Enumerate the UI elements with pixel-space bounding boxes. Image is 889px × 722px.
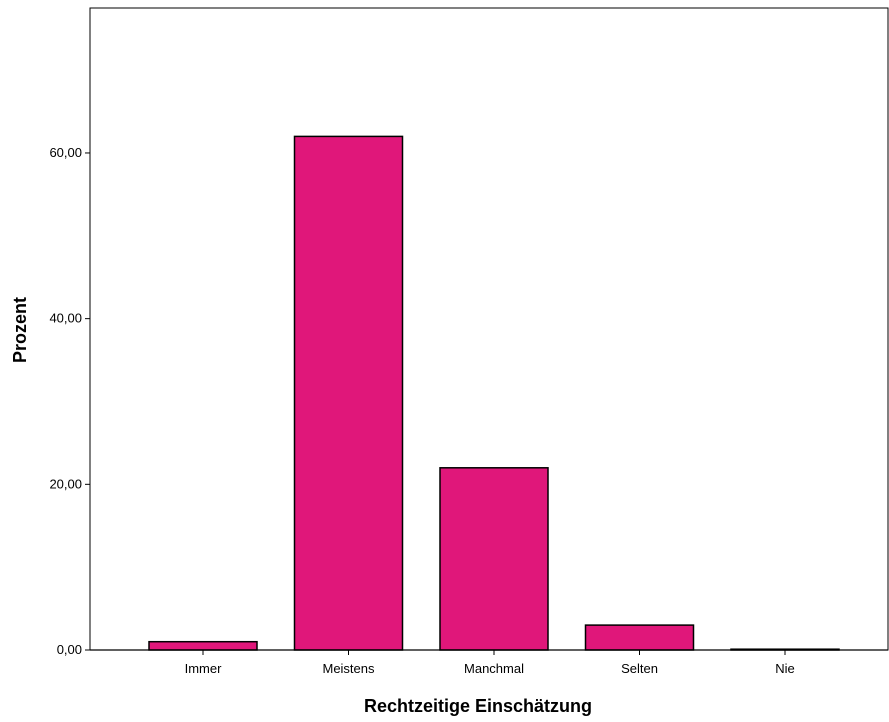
x-axis: Immer Meistens Manchmal Selten Nie [90,649,888,676]
x-tick-label: Immer [185,661,223,676]
y-axis: 0,00 20,00 40,00 60,00 [49,145,90,657]
y-axis-title: Prozent [10,297,30,363]
y-tick-label: 20,00 [49,476,82,491]
bar-immer [148,640,258,651]
bar-manchmal [439,467,549,651]
x-tick-label: Meistens [322,661,375,676]
bars-group [148,135,840,651]
x-tick-label: Manchmal [464,661,524,676]
x-tick-label: Nie [775,661,795,676]
bar-selten [584,624,695,651]
bar-meistens [293,135,404,651]
y-tick-label: 40,00 [49,311,82,326]
y-tick-label: 0,00 [57,642,82,657]
x-axis-title: Rechtzeitige Einschätzung [364,696,592,716]
y-tick-label: 60,00 [49,145,82,160]
x-tick-label: Selten [621,661,658,676]
